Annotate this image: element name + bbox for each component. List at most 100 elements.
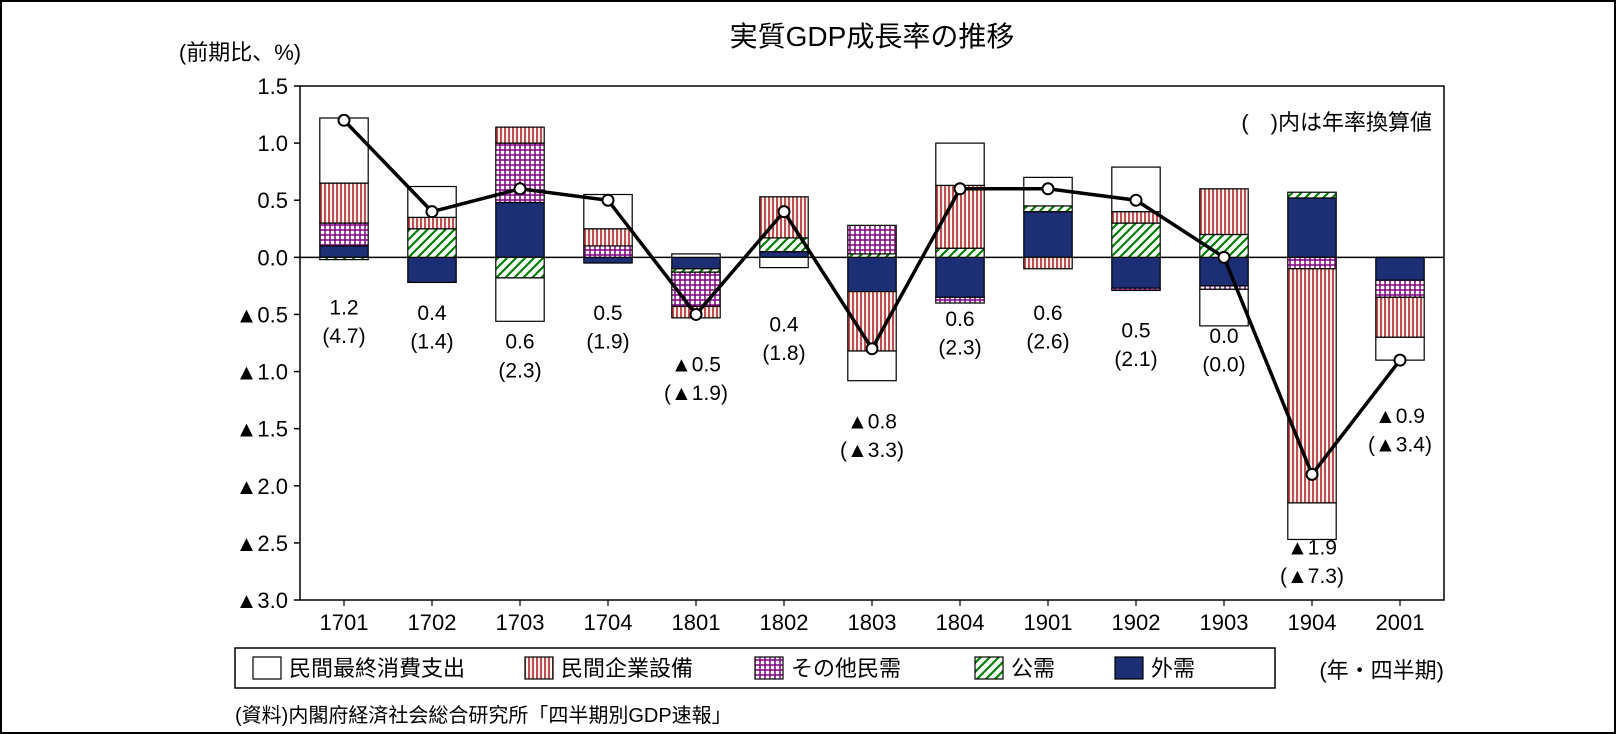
bar-segment-koju	[1288, 192, 1336, 198]
bar-segment-sonota	[1288, 257, 1336, 268]
x-tick-label: 2001	[1376, 610, 1425, 635]
y-tick-label: ▲1.5	[236, 417, 288, 442]
bar-segment-gaiju	[672, 257, 720, 268]
bar-segment-sonota	[1376, 280, 1424, 297]
legend-label-sonota: その他民需	[791, 656, 901, 681]
data-label-annualized: (▲3.3)	[840, 439, 904, 462]
bar-segment-minkan	[496, 278, 544, 321]
bar-segment-gaiju	[936, 257, 984, 297]
bar-segment-kigyo	[1200, 189, 1248, 235]
bar-segment-koju	[1112, 223, 1160, 257]
y-tick-label: 0.5	[257, 188, 288, 213]
gdp-marker	[1043, 183, 1054, 194]
data-label-annualized: (0.0)	[1202, 354, 1245, 377]
data-label-annualized: (▲1.9)	[664, 382, 728, 405]
data-label-annualized: (2.3)	[938, 336, 981, 359]
legend-swatch-gaiju	[1115, 657, 1143, 679]
bar-segment-kigyo	[496, 127, 544, 143]
bar-segment-koju	[936, 248, 984, 257]
bar-segment-kigyo	[1288, 269, 1336, 503]
gdp-marker	[779, 206, 790, 217]
bar-segment-koju	[496, 257, 544, 278]
x-tick-label: 1703	[496, 610, 545, 635]
legend-label-gaiju: 外需	[1151, 656, 1195, 681]
gdp-marker	[515, 183, 526, 194]
data-label-value: 0.4	[769, 314, 799, 337]
y-axis-label: (前期比、%)	[179, 40, 301, 65]
bar-segment-gaiju	[408, 257, 456, 282]
data-label-value: ▲0.8	[847, 411, 897, 434]
bar-segment-kigyo	[584, 229, 632, 246]
gdp-marker	[1307, 469, 1318, 480]
bar-segment-gaiju	[760, 252, 808, 258]
data-label-value: 0.6	[505, 331, 534, 354]
y-tick-label: 1.5	[257, 74, 288, 99]
x-tick-label: 1702	[408, 610, 457, 635]
bar-segment-sonota	[1112, 288, 1160, 290]
data-label-value: 0.4	[417, 302, 447, 325]
bar-segment-sonota	[672, 272, 720, 306]
y-tick-label: ▲1.0	[236, 360, 288, 385]
chart-title: 実質GDP成長率の推移	[730, 21, 1015, 52]
bar-segment-sonota	[848, 225, 896, 254]
gdp-marker	[867, 343, 878, 354]
source-note: (資料)内閣府経済社会総合研究所「四半期別GDP速報」	[235, 704, 732, 727]
data-label-annualized: (1.8)	[762, 342, 805, 365]
bar-segment-koju	[1024, 206, 1072, 212]
x-tick-label: 1904	[1288, 610, 1337, 635]
gdp-growth-chart: 実質GDP成長率の推移 (前期比、%) ( )内は年率換算値 1.5 1.0 0.5 0.0…	[0, 0, 1616, 734]
bar-segment-gaiju	[848, 257, 896, 291]
gdp-marker	[339, 115, 350, 126]
legend-swatch-koju	[975, 657, 1003, 679]
gdp-marker	[955, 183, 966, 194]
bar-segment-minkan	[848, 351, 896, 381]
data-label-value: ▲0.9	[1375, 405, 1425, 428]
gdp-marker	[603, 195, 614, 206]
legend-swatch-minkan	[253, 657, 281, 679]
data-label-value: 0.0	[1209, 325, 1238, 348]
data-label-annualized: (4.7)	[322, 325, 365, 348]
bar-segment-gaiju	[496, 203, 544, 258]
bar-segment-minkan	[1288, 503, 1336, 540]
annualized-note: ( )内は年率換算値	[1241, 110, 1432, 135]
bar-segment-gaiju	[1112, 257, 1160, 288]
gdp-marker	[1219, 252, 1230, 263]
legend-swatch-kigyo	[525, 657, 553, 679]
bar-segment-koju	[408, 229, 456, 258]
x-tick-label: 1701	[320, 610, 369, 635]
x-tick-label: 1804	[936, 610, 985, 635]
bar-segment-kigyo	[1376, 297, 1424, 337]
y-tick-label: ▲2.5	[236, 531, 288, 556]
gdp-marker	[691, 309, 702, 320]
data-label-value: ▲0.5	[671, 354, 721, 377]
bar-segment-minkan	[672, 254, 720, 257]
bar-segment-minkan	[936, 143, 984, 185]
data-label-annualized: (1.9)	[586, 331, 629, 354]
bar-segment-gaiju	[1024, 212, 1072, 258]
bar-segment-kigyo	[1024, 257, 1072, 268]
x-tick-label: 1902	[1112, 610, 1161, 635]
bar-segment-gaiju	[1288, 198, 1336, 257]
y-tick-label: 0.0	[257, 245, 288, 270]
data-label-value: 0.6	[1033, 302, 1062, 325]
gdp-marker	[1131, 195, 1142, 206]
bar-segment-sonota	[936, 297, 984, 303]
y-tick-label: 1.0	[257, 131, 288, 156]
data-label-value: 0.6	[945, 308, 974, 331]
bar-segment-sonota	[584, 246, 632, 257]
legend-label-kigyo: 民間企業設備	[561, 656, 693, 681]
bar-segment-gaiju	[320, 246, 368, 257]
data-label-value: 0.5	[1121, 319, 1150, 342]
bar-segment-kigyo	[320, 183, 368, 223]
legend-label-koju: 公需	[1011, 656, 1055, 681]
bar-segment-koju	[320, 257, 368, 259]
bar-segment-kigyo	[1112, 212, 1160, 223]
gdp-marker	[1395, 355, 1406, 366]
data-label-annualized: (2.1)	[1114, 348, 1157, 371]
data-label-annualized: (2.6)	[1026, 331, 1069, 354]
xaxis-unit-note: (年・四半期)	[1319, 658, 1444, 683]
y-tick-label: ▲2.0	[236, 474, 288, 499]
y-tick-label: ▲0.5	[236, 302, 288, 327]
data-label-annualized: (▲3.4)	[1368, 434, 1432, 457]
data-label-annualized: (▲7.3)	[1280, 565, 1344, 588]
